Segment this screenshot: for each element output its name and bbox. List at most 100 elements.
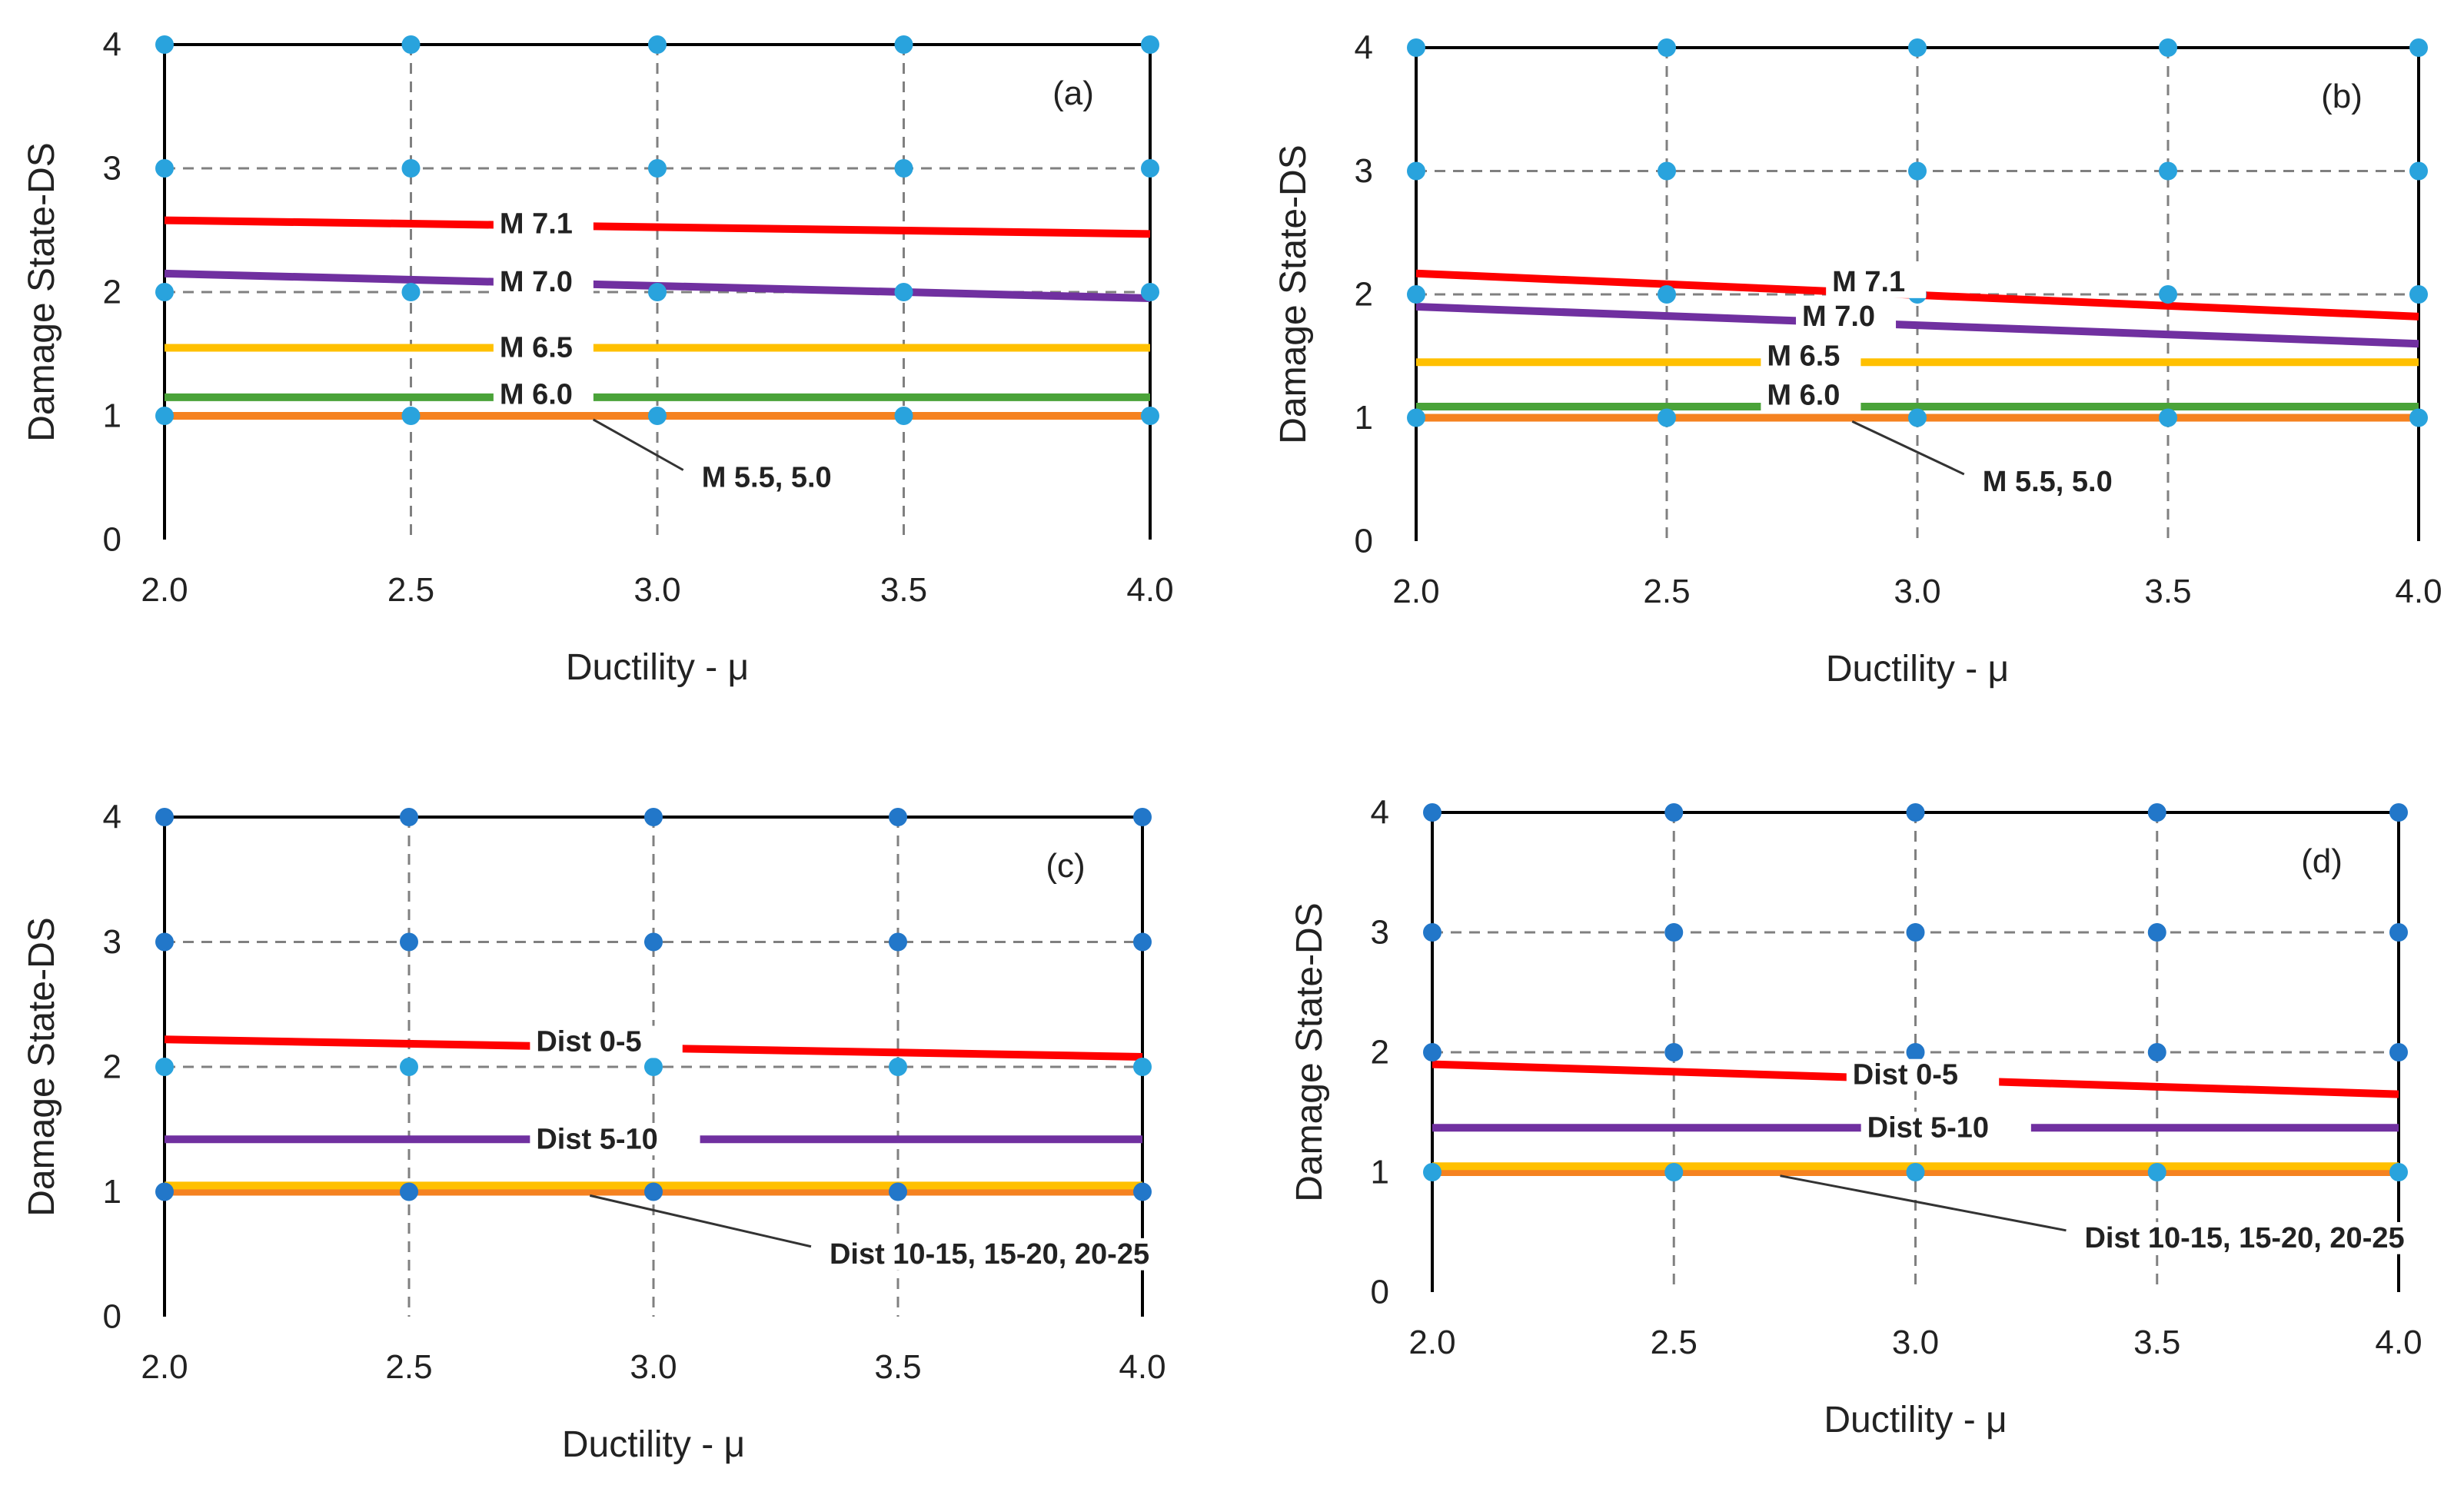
data-point — [894, 159, 913, 178]
x-tick-label: 3.0 — [1894, 573, 1940, 610]
data-point — [648, 35, 667, 54]
data-point — [401, 159, 421, 178]
data-point — [2159, 161, 2177, 181]
x-tick-label: 3.0 — [1892, 1324, 1939, 1361]
x-tick-label: 3.5 — [880, 571, 927, 609]
panel-label: (c) — [1046, 847, 1085, 885]
annotation-background — [493, 378, 594, 411]
chart-panel-a: M 7.1 M 7.0 M 6.5 M 6.0 M 5.5, 5.0 2.0 2.5 3.0 3… — [22, 26, 1174, 689]
chart-panel-d: Dist 0-5 Dist 5-10 Dist 10-15, 15-20, 20-2… — [1289, 794, 2464, 1440]
data-point — [155, 159, 174, 178]
data-point — [2147, 923, 2166, 942]
data-point — [401, 283, 421, 301]
y-tick-label: 1 — [103, 1173, 121, 1211]
y-tick-label: 1 — [1371, 1154, 1389, 1191]
data-point — [894, 407, 913, 425]
y-tick-label: 2 — [103, 274, 121, 311]
x-tick-label: 2.0 — [141, 1348, 188, 1386]
data-point — [1658, 161, 1676, 181]
series-line — [1415, 303, 2419, 348]
annotation-background — [1761, 340, 1861, 373]
y-tick-label: 4 — [1371, 794, 1389, 832]
data-point — [889, 1058, 907, 1076]
x-tick-label: 2.5 — [385, 1348, 432, 1386]
data-point — [1658, 285, 1676, 304]
data-point — [1664, 803, 1684, 822]
annotation-background — [493, 208, 594, 241]
data-point — [1141, 407, 1159, 425]
y-tick-label: 4 — [103, 26, 121, 64]
x-tick-label: 2.0 — [1392, 573, 1439, 610]
x-tick-label: 4.0 — [2375, 1324, 2422, 1361]
data-point — [2147, 1043, 2166, 1061]
y-tick-label: 2 — [103, 1048, 121, 1086]
data-point — [1658, 38, 1676, 57]
panel-label: (d) — [2301, 842, 2343, 880]
annotation-background — [493, 266, 594, 299]
data-point — [1423, 803, 1441, 822]
panel-label: (a) — [1052, 75, 1094, 112]
data-point — [1423, 1043, 1441, 1061]
x-tick-label: 2.5 — [387, 571, 434, 609]
data-point — [1407, 285, 1425, 304]
data-point — [155, 1058, 174, 1076]
data-point — [1141, 35, 1159, 54]
annotation-background — [493, 331, 594, 364]
annotation-background — [1976, 466, 2164, 498]
data-point — [400, 932, 418, 952]
data-point — [1908, 38, 1927, 57]
data-point — [1133, 808, 1152, 826]
series-annotation: M 7.1 — [1832, 266, 1905, 298]
y-tick-label: 3 — [1371, 914, 1389, 952]
data-point — [400, 1058, 418, 1076]
data-point — [400, 808, 418, 826]
series-annotation: M 7.1 — [500, 208, 573, 240]
series-annotation: M 6.0 — [1767, 380, 1840, 412]
data-point — [648, 407, 667, 425]
data-point — [1423, 1163, 1441, 1181]
x-tick-label: 4.0 — [1119, 1348, 1165, 1386]
data-point — [1407, 408, 1425, 427]
data-point — [644, 932, 663, 952]
data-point — [155, 35, 174, 54]
series-annotation: Dist 10-15, 15-20, 20-25 — [830, 1238, 1149, 1271]
data-point — [1906, 1163, 1925, 1181]
x-tick-label: 3.5 — [2144, 573, 2191, 610]
annotation-pointer — [1780, 1174, 2067, 1232]
y-tick-label: 4 — [103, 799, 121, 836]
data-point — [1133, 1058, 1152, 1076]
annotation-background — [823, 1238, 1257, 1271]
x-tick-label: 4.0 — [1126, 571, 1173, 609]
panel-label: (b) — [2321, 78, 2363, 115]
annotation-background — [530, 1123, 700, 1156]
y-axis-title: Damage State-DS — [1289, 902, 1330, 1202]
data-point — [894, 35, 913, 54]
series-annotation: Dist 10-15, 15-20, 20-25 — [2084, 1222, 2404, 1254]
data-point — [894, 283, 913, 301]
data-point — [2147, 1163, 2166, 1181]
data-point — [2389, 803, 2408, 822]
data-point — [401, 35, 421, 54]
chart-panel-b: M 7.1M 7.0 M 6.5 M 6.0 M 5.5, 5.0 2.0 2.5 3.0 3… — [1273, 29, 2442, 690]
data-point — [2409, 161, 2428, 181]
data-point — [1133, 1182, 1152, 1201]
data-point — [1664, 1043, 1684, 1061]
data-point — [2409, 285, 2428, 304]
data-point — [2159, 285, 2177, 304]
series-annotation: M 7.0 — [1802, 301, 1875, 333]
data-point — [644, 1058, 663, 1076]
data-point — [2159, 408, 2177, 427]
data-point — [2409, 38, 2428, 57]
annotation-background — [1826, 266, 1927, 298]
y-tick-label: 1 — [1355, 399, 1373, 437]
x-tick-label: 2.5 — [1651, 1324, 1698, 1361]
x-axis-title: Ductility - μ — [562, 1424, 745, 1465]
y-tick-label: 0 — [103, 521, 121, 559]
annotation-background — [1846, 1058, 2000, 1091]
series-annotation: Dist 0-5 — [1853, 1059, 1958, 1091]
x-axis-title: Ductility - μ — [1826, 649, 2009, 689]
data-point — [155, 932, 174, 952]
y-tick-label: 3 — [1355, 152, 1373, 190]
data-point — [2389, 1043, 2408, 1061]
